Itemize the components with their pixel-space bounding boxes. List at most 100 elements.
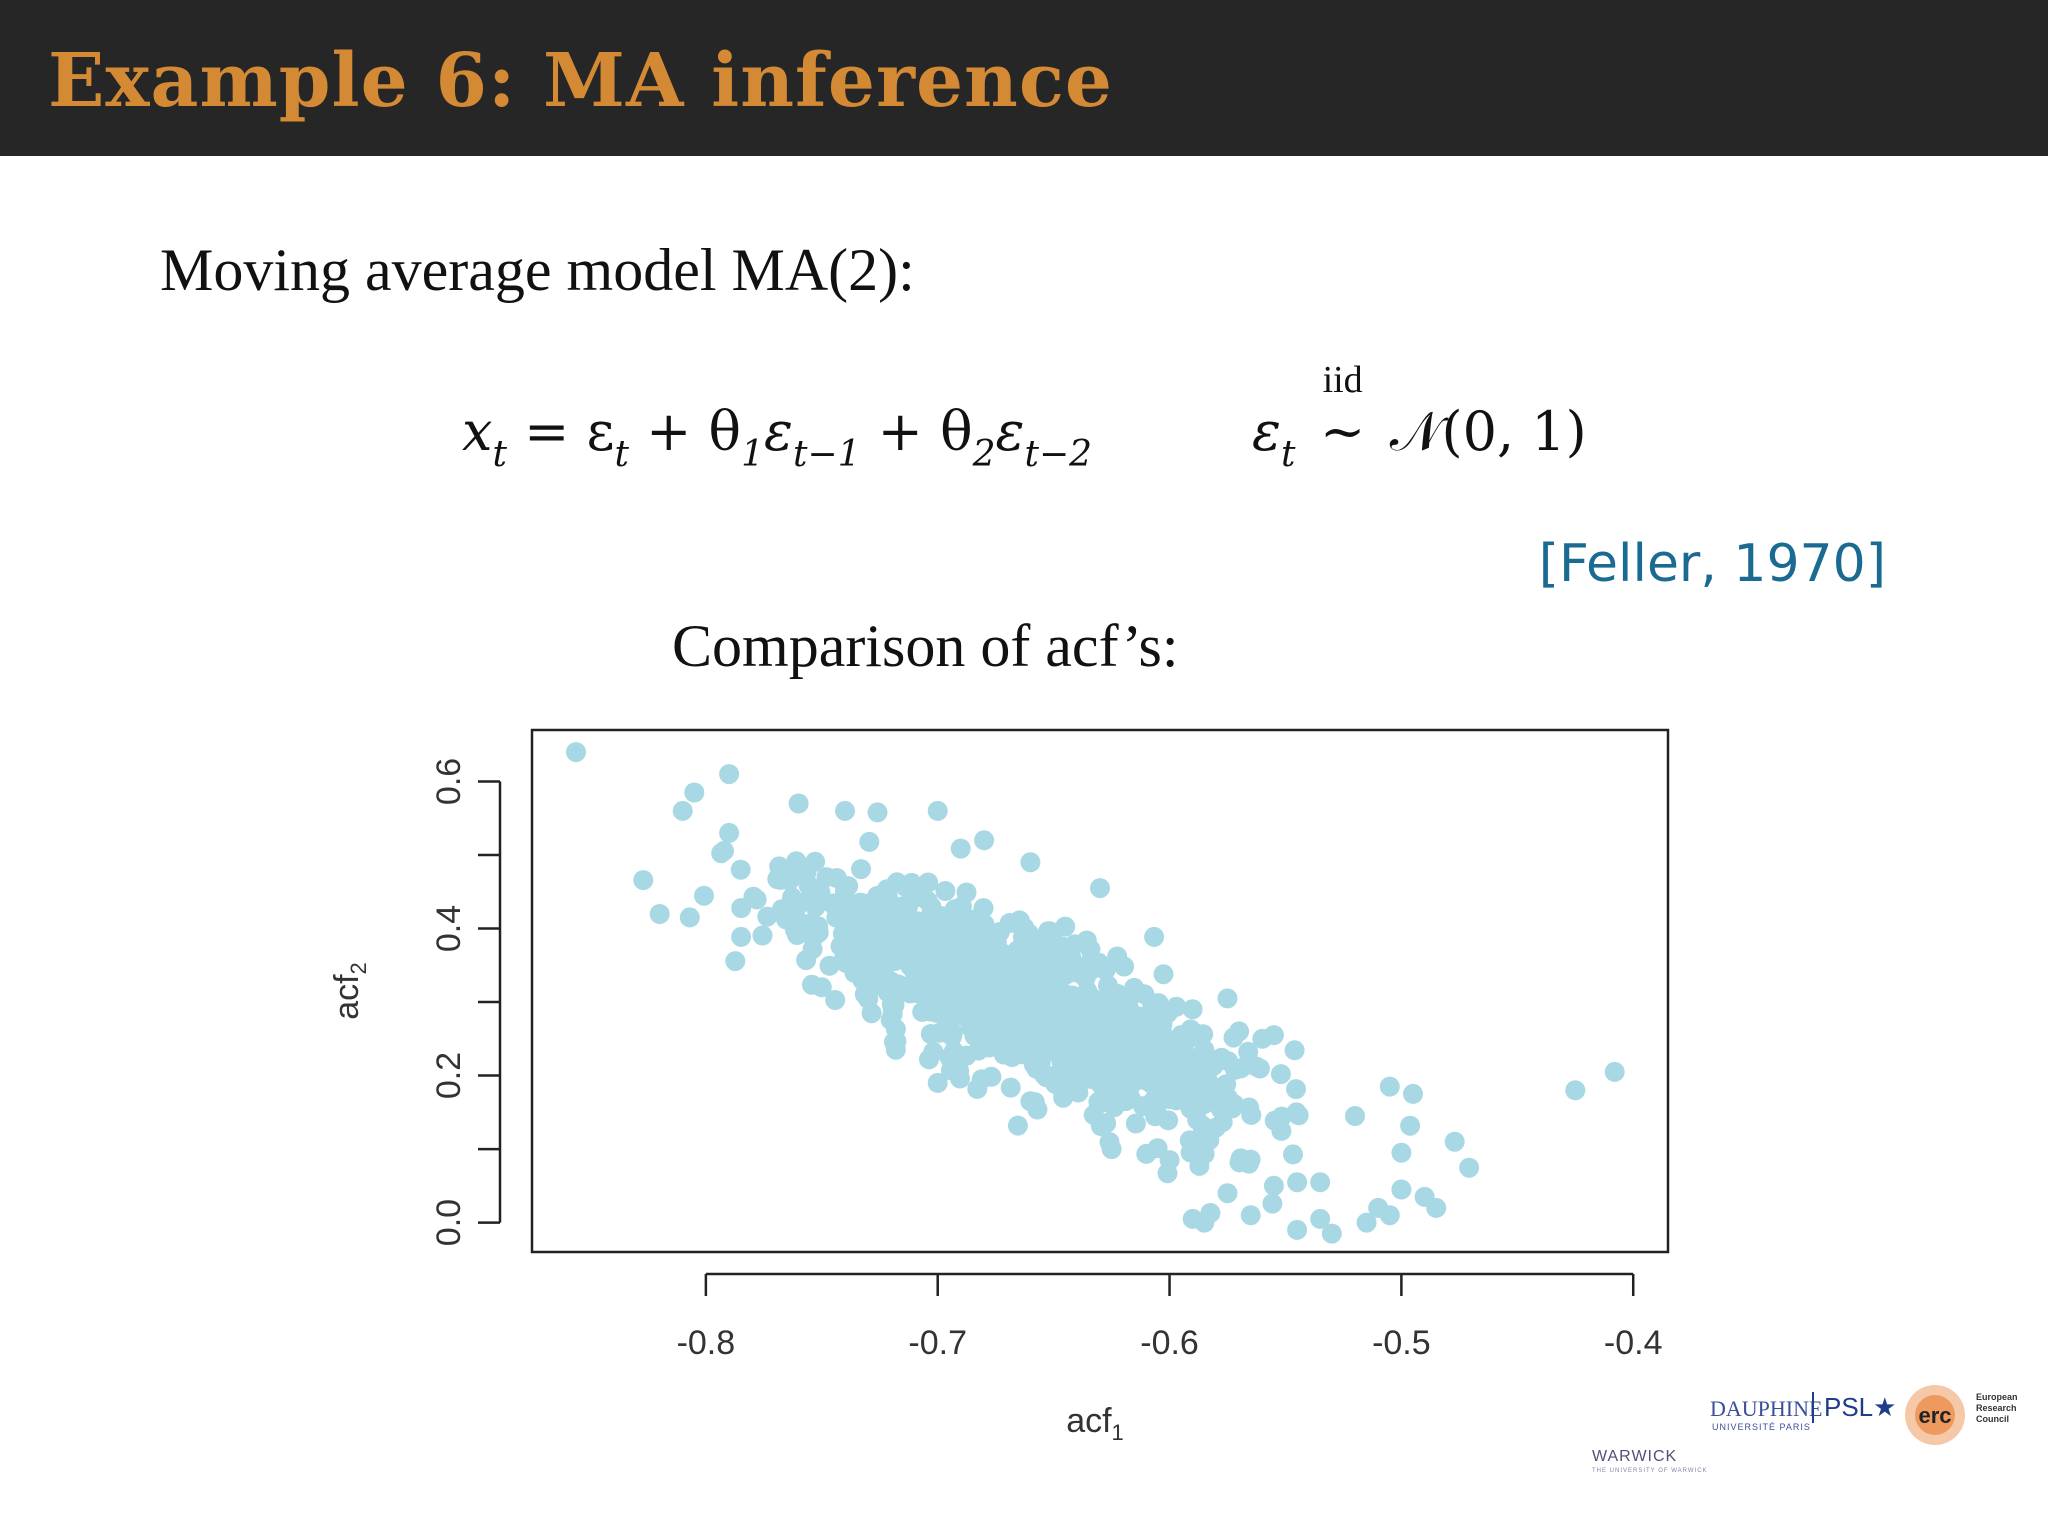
dauphine-logo-subtitle: UNIVERSITÉ PARIS [1712,1422,1811,1432]
data-point [1111,1061,1132,1082]
data-point [1043,999,1064,1020]
y-axis-label: acf2 [328,962,371,1020]
title-bar: Example 6: MA inference [0,0,2048,156]
data-point [1007,1115,1028,1136]
data-point [1310,1172,1331,1193]
data-point [1225,1059,1246,1080]
eq-eps1: ε [763,400,793,463]
data-point [950,904,971,925]
ma2-equation: xt = εt + θ1εt−1 + θ2εt−2 εt iid ~ 𝒩(0, 1… [462,359,1602,490]
data-point [1000,959,1021,980]
data-point [973,898,994,919]
data-point [743,886,764,907]
data-point [967,961,988,982]
data-point [1182,1208,1203,1229]
data-point [1310,1208,1331,1229]
data-point [1182,999,1203,1020]
data-point [1287,1219,1308,1240]
warwick-logo: WARWICK [1592,1448,1678,1465]
data-point [1400,1115,1421,1136]
data-point [1356,1212,1377,1233]
data-point [1194,1144,1215,1164]
data-point [1103,1038,1124,1059]
data-point [819,955,840,976]
data-point [1239,1097,1260,1118]
points-layer [566,742,1625,1244]
data-point [1287,1172,1308,1193]
data-point [1194,1039,1215,1060]
data-point [845,924,866,944]
data-point [1107,946,1128,967]
x-axis-label: acf1 [1066,1402,1124,1445]
data-point [1157,1048,1178,1069]
data-point [1085,1038,1105,1059]
data-point [1193,1118,1214,1139]
data-point [1000,1077,1021,1098]
data-point [1053,1083,1074,1104]
acf-scatter-plot: -0.8 -0.7 -0.6 -0.5 -0.4 0.0 0.2 0.4 0.6 acf1 ac… [328,728,1670,1445]
data-point [838,876,859,897]
erc-logo: erc [1905,1385,1965,1445]
data-point [858,970,879,990]
data-point [730,859,751,880]
data-point [1048,953,1069,974]
data-point [1179,1086,1200,1106]
normal-distribution: 𝒩(0, 1) [1389,400,1587,463]
data-point [1153,964,1174,985]
data-point [1138,1024,1159,1045]
data-point [1013,923,1034,943]
eq-eps-sub: t [614,434,629,475]
eq-theta1-sub: 1 [741,434,764,475]
data-point [1001,1041,1022,1062]
data-point [881,951,902,972]
data-point [830,936,851,957]
data-point [949,1005,970,1026]
data-point [1196,1065,1217,1086]
x-tick-label: -0.7 [908,1324,967,1362]
data-point [835,952,856,973]
data-point [719,822,740,843]
data-point [1379,1205,1400,1226]
data-point [855,950,876,971]
data-point [1321,1223,1342,1244]
data-point [1391,1179,1412,1200]
data-point [1090,878,1110,899]
data-point [950,838,971,859]
data-point [1068,1082,1089,1103]
data-point [776,909,797,930]
data-point [964,1025,985,1046]
data-point [1144,926,1165,947]
data-point [787,862,808,882]
data-point [1115,1091,1136,1111]
data-point [1124,977,1145,998]
data-point [1125,1113,1146,1134]
data-point [983,1027,1004,1048]
data-point [912,936,932,957]
data-point [1056,1046,1077,1067]
data-point [935,881,956,901]
data-point [864,930,885,951]
x-tick-label: -0.4 [1604,1324,1663,1362]
data-point [1286,1079,1306,1100]
erc-name-line: European [1976,1392,2018,1402]
model-description: Moving average model MA(2): [160,237,915,303]
data-point [1022,961,1043,982]
eq-eps2: ε [995,400,1025,463]
citation-link[interactable]: [Feller, 1970] [1538,534,1886,594]
data-point [1217,988,1238,1009]
data-point [1003,994,1024,1014]
data-point [882,925,903,946]
tilde-symbol: ~ [1320,400,1366,463]
data-point [859,831,880,852]
data-point [1170,1071,1191,1092]
data-point [895,876,916,897]
erc-full-name: European Research Council [1976,1392,2018,1425]
data-point [1217,1183,1238,1204]
data-point [907,975,928,995]
data-point [1286,1102,1307,1123]
data-point [974,914,995,935]
data-point [1263,1175,1284,1196]
data-point [974,830,995,851]
data-point [649,904,670,924]
data-point [1055,916,1076,937]
